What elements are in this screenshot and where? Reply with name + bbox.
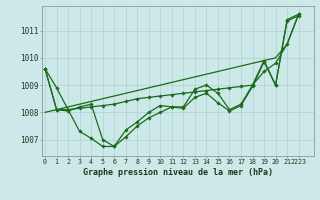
X-axis label: Graphe pression niveau de la mer (hPa): Graphe pression niveau de la mer (hPa) [83, 168, 273, 177]
